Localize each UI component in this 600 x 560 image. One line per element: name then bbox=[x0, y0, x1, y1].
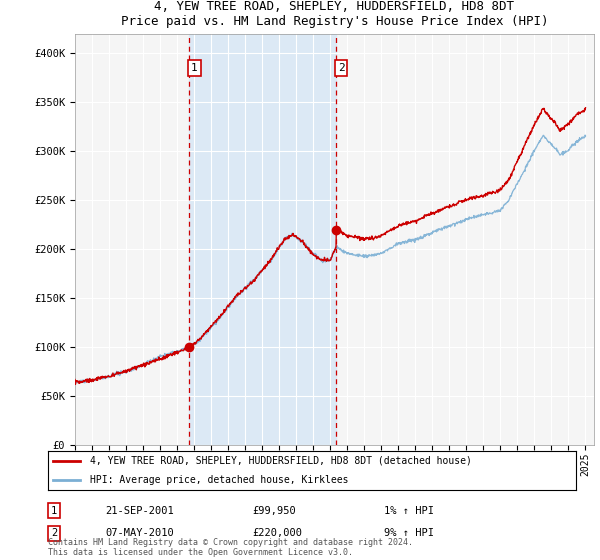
Text: 2: 2 bbox=[51, 528, 57, 538]
Text: £99,950: £99,950 bbox=[252, 506, 296, 516]
Title: 4, YEW TREE ROAD, SHEPLEY, HUDDERSFIELD, HD8 8DT
Price paid vs. HM Land Registry: 4, YEW TREE ROAD, SHEPLEY, HUDDERSFIELD,… bbox=[121, 0, 548, 28]
Bar bbox=[190, 34, 336, 445]
Text: Contains HM Land Registry data © Crown copyright and database right 2024.
This d: Contains HM Land Registry data © Crown c… bbox=[48, 538, 413, 557]
Text: 07-MAY-2010: 07-MAY-2010 bbox=[105, 528, 174, 538]
Text: 1% ↑ HPI: 1% ↑ HPI bbox=[384, 506, 434, 516]
Text: 1: 1 bbox=[191, 63, 198, 73]
Text: 4, YEW TREE ROAD, SHEPLEY, HUDDERSFIELD, HD8 8DT (detached house): 4, YEW TREE ROAD, SHEPLEY, HUDDERSFIELD,… bbox=[90, 456, 472, 465]
Text: 9% ↑ HPI: 9% ↑ HPI bbox=[384, 528, 434, 538]
Text: HPI: Average price, detached house, Kirklees: HPI: Average price, detached house, Kirk… bbox=[90, 475, 349, 485]
Text: 21-SEP-2001: 21-SEP-2001 bbox=[105, 506, 174, 516]
Text: £220,000: £220,000 bbox=[252, 528, 302, 538]
Text: 2: 2 bbox=[338, 63, 344, 73]
Text: 1: 1 bbox=[51, 506, 57, 516]
